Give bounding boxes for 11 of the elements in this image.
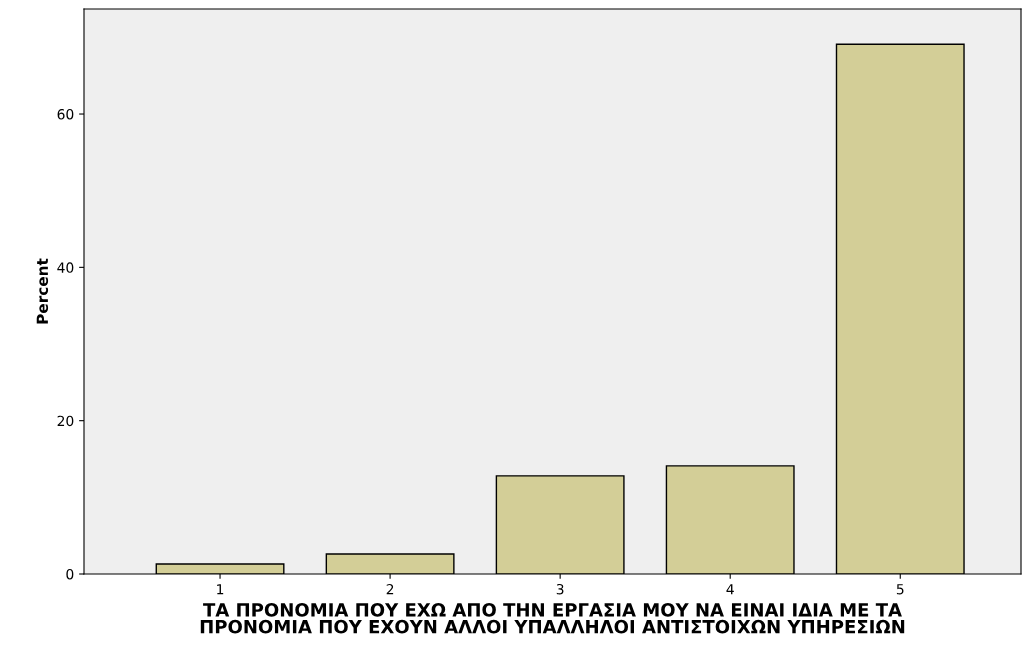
x-tick-label: 3 (556, 583, 564, 595)
x-tick-label: 4 (726, 584, 734, 595)
y-tick-label: 60 (57, 109, 74, 120)
y-tick-label: 0 (66, 568, 74, 580)
x-tick-label: 2 (386, 583, 394, 595)
x-axis-title: ΤΑ ΠΡΟΝΟΜΙΑ ΠΟΥ ΕΧΩ ΑΠΟ ΤΗΝ ΕΡΓΑΣΙΑ ΜΟΥ ΝΑ ΕΙΝΑΙ ΙΔΙΑ ΜΕ ΤΑ ΠΡΟΝΟΜΙΑ ΠΟΥ ΕΧΟΥΝ ΑΛΛΟΙ ΥΠΑΛΛΗΛΟΙ ΑΝΤΙΣΤΟΙΧΩΝ ΥΠΗΡΕΣΙΩΝ (200, 603, 905, 634)
y-axis-title: Percent (36, 258, 49, 324)
y-tick-label: 20 (57, 415, 74, 427)
y-tick-label: 40 (57, 262, 74, 273)
x-tick-label: 5 (896, 584, 904, 595)
x-tick-label: 1 (217, 584, 224, 595)
